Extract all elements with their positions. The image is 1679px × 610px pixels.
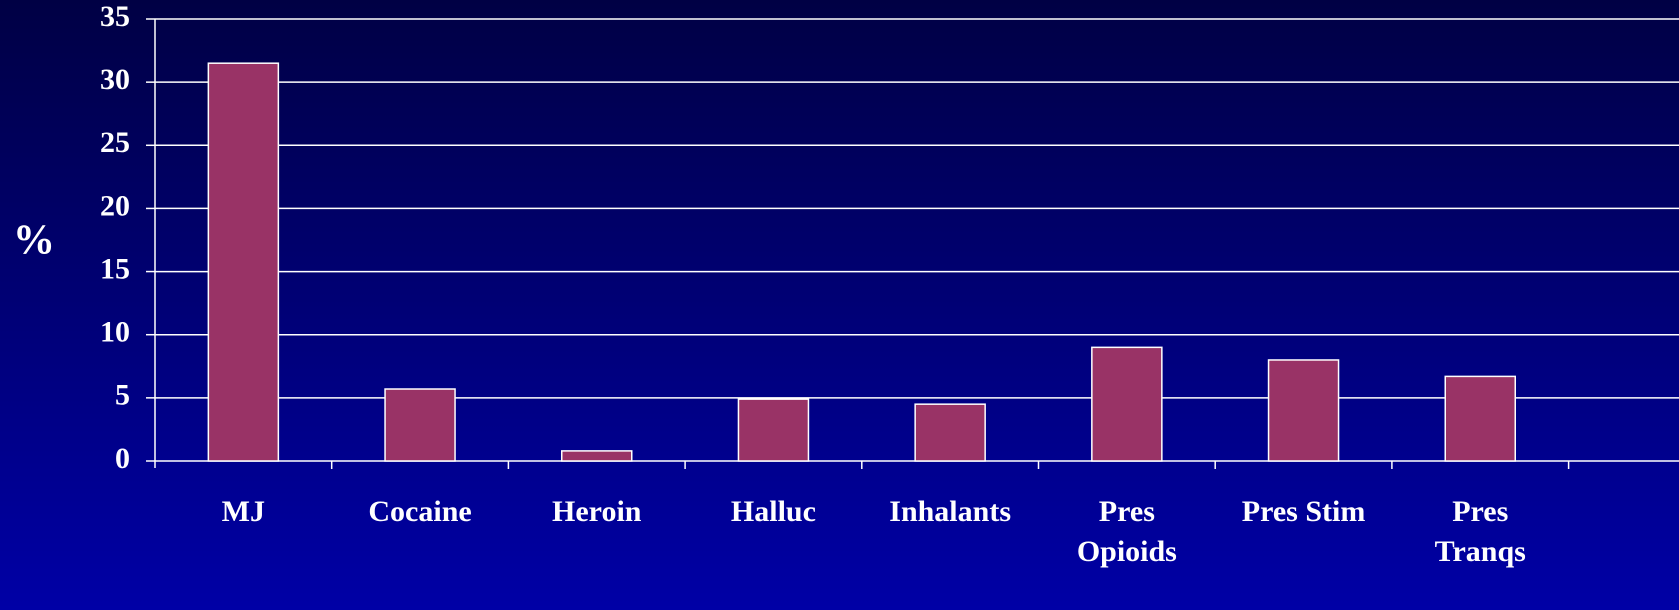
y-tick-label: 15 — [100, 252, 130, 285]
y-tick-label: 35 — [100, 0, 130, 33]
bar — [914, 403, 986, 462]
y-tick-label: 10 — [100, 316, 130, 349]
x-tick-label: Inhalants — [889, 495, 1011, 528]
bar — [384, 388, 456, 462]
x-tick-label: Pres Opioids — [1076, 495, 1177, 568]
y-axis-label: % — [13, 218, 55, 264]
bar — [1091, 346, 1163, 462]
y-tick-label: 5 — [115, 379, 130, 412]
bar — [207, 62, 280, 462]
x-tick-label: Pres Stim — [1241, 495, 1366, 528]
y-tick-label: 20 — [100, 189, 130, 222]
bar — [561, 450, 633, 462]
bar — [1444, 375, 1516, 462]
y-tick-label: 25 — [100, 126, 130, 159]
y-tick-label: 0 — [115, 442, 130, 475]
x-tick-label: Halluc — [730, 495, 816, 528]
bar — [1267, 359, 1340, 462]
y-tick-label: 30 — [100, 63, 130, 96]
bar — [737, 398, 810, 462]
x-tick-label: Cocaine — [368, 495, 472, 528]
x-tick-label: Heroin — [552, 495, 642, 528]
x-tick-label: Pres Tranqs — [1434, 495, 1526, 568]
x-tick-label: MJ — [221, 495, 265, 528]
